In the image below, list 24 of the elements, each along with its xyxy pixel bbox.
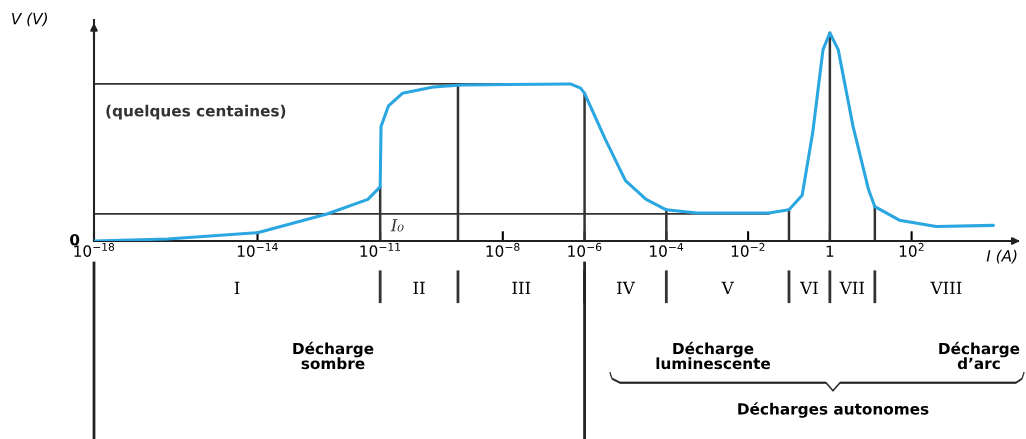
x-tick-label: 10$^{−8}$ [486,242,520,257]
ref-line-label: (quelques centaines) [106,104,286,120]
text: IV [617,281,636,294]
x-tick-label: 10$^{2}$ [899,242,924,257]
x-tick-label: 1 [826,245,834,257]
text: Décharge luminescente [656,341,771,370]
text: VII [839,281,865,294]
x-tick-label: 10$^{−11}$ [360,243,401,257]
x-tick-label: 10$^{−14}$ [237,243,278,257]
text: VI [799,281,818,294]
x-axis-title: I (A) [986,249,1017,264]
text: I [234,281,240,294]
text: II [413,281,425,294]
text: V [721,281,734,294]
x-tick-label: 10$^{−4}$ [650,243,684,257]
ref-line-label: I₀ [390,219,404,232]
text: Décharge d’arc [939,341,1020,370]
text: Décharges autonomes [738,402,929,418]
text: Décharge sombre [293,341,374,370]
text: III [512,281,531,294]
x-tick-label: 10$^{−6}$ [568,242,602,257]
text: VIII [930,281,962,294]
y-axis-title: V (V) [12,12,47,27]
x-tick-label: 10$^{−2}$ [731,242,765,257]
